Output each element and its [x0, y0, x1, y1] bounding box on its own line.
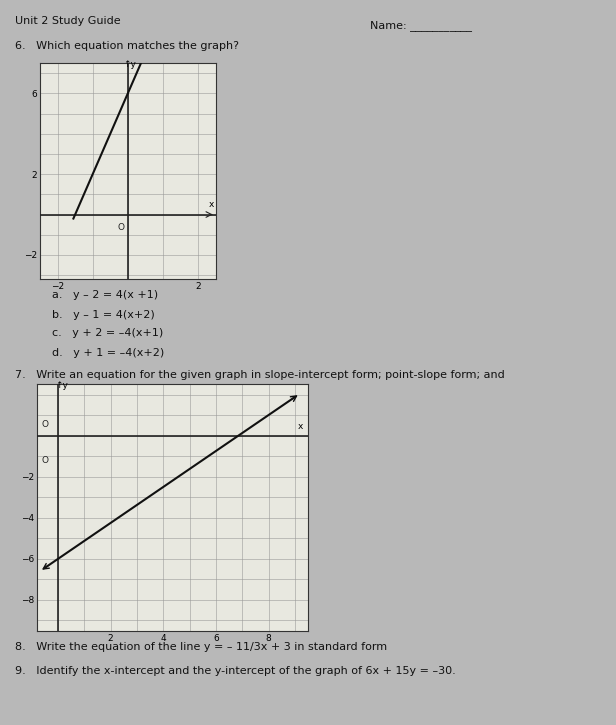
Text: Name: ___________: Name: ___________	[370, 20, 472, 31]
Text: 9.   Identify the x-intercept and the y-intercept of the graph of 6x + 15y = –30: 9. Identify the x-intercept and the y-in…	[15, 666, 456, 676]
Text: 7.   Write an equation for the given graph in slope-intercept form; point-slope : 7. Write an equation for the given graph…	[15, 370, 505, 380]
Text: x: x	[298, 423, 302, 431]
Text: O: O	[41, 456, 48, 465]
Text: a.   y – 2 = 4(x +1): a. y – 2 = 4(x +1)	[52, 290, 158, 300]
Text: 6.   Which equation matches the graph?: 6. Which equation matches the graph?	[15, 41, 240, 51]
Text: ↑y: ↑y	[55, 381, 68, 391]
Text: O: O	[41, 420, 48, 429]
Text: 8.   Write the equation of the line y = – 11/3x + 3 in standard form: 8. Write the equation of the line y = – …	[15, 642, 387, 652]
Text: x: x	[208, 201, 214, 210]
Text: c.   y + 2 = –4(x+1): c. y + 2 = –4(x+1)	[52, 328, 164, 339]
Text: d.   y + 1 = –4(x+2): d. y + 1 = –4(x+2)	[52, 348, 164, 358]
Text: b.   y – 1 = 4(x+2): b. y – 1 = 4(x+2)	[52, 310, 155, 320]
Text: O: O	[118, 223, 125, 231]
Text: ↑y: ↑y	[123, 60, 136, 69]
Text: Unit 2 Study Guide: Unit 2 Study Guide	[15, 16, 121, 26]
